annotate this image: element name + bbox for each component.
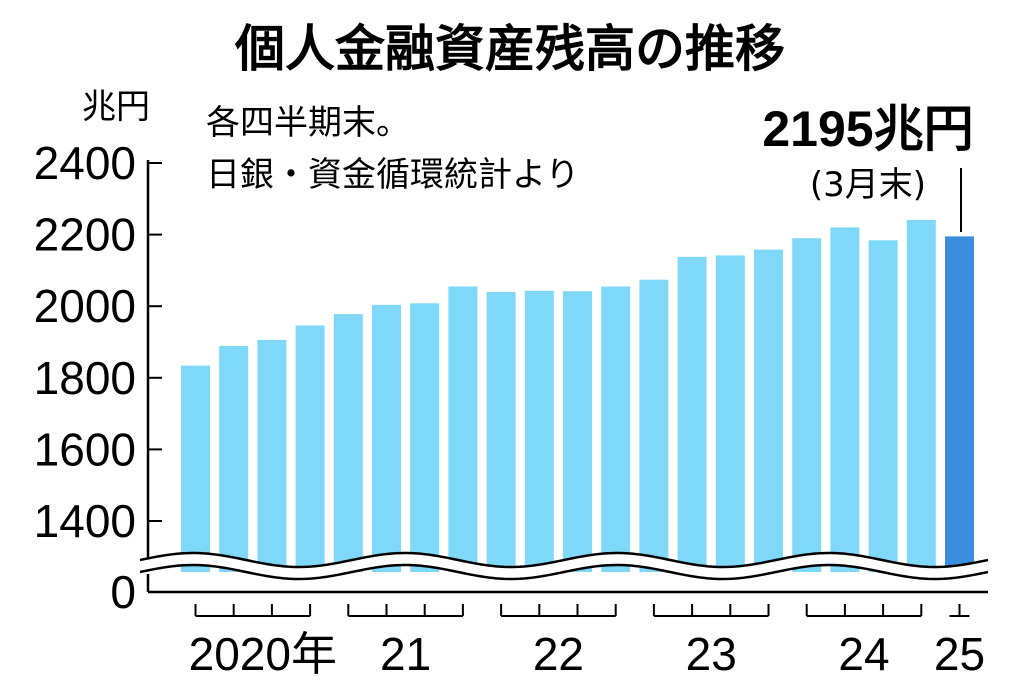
annotation-date: (3月末) [810, 165, 926, 205]
bar [563, 291, 592, 572]
y-tick-label: 2400 [34, 137, 136, 189]
chart-title: 個人金融資産残高の推移 [234, 20, 785, 78]
bar [257, 339, 287, 572]
y-axis: 2400 2200 2000 1800 1600 1400 0 [34, 137, 162, 618]
axes [146, 160, 988, 594]
note-line-2: 日銀・資金循環統計より [206, 155, 579, 195]
bar [524, 290, 554, 572]
bar [677, 256, 707, 572]
bar [754, 249, 783, 572]
bar [372, 304, 401, 572]
bar [181, 365, 210, 572]
bar [448, 286, 478, 572]
x-year-label: 25 [934, 628, 985, 680]
bar [639, 279, 669, 572]
bar [830, 227, 860, 572]
y-tick-label: 2200 [34, 209, 136, 261]
x-year-label: 23 [686, 628, 737, 680]
annotation-value: 2195兆円 [762, 101, 973, 157]
axis-break [139, 551, 989, 581]
bar [410, 303, 440, 572]
break-line [139, 563, 989, 581]
x-year-label: 21 [380, 628, 431, 680]
bar [486, 291, 516, 572]
break-band [140, 553, 988, 579]
bar [333, 314, 363, 572]
bar [906, 219, 936, 572]
bar [219, 345, 249, 572]
y-tick-label: 1400 [34, 495, 136, 547]
break-line [139, 551, 989, 569]
y-tick-label: 1600 [34, 423, 136, 475]
y-tick-label: 0 [110, 566, 136, 618]
bar [945, 236, 974, 572]
x-axis-labels: 2020年 21 22 23 24 25 [189, 604, 985, 680]
bars [181, 219, 974, 573]
bar [295, 325, 325, 572]
y-tick-label: 2000 [34, 280, 136, 332]
bar [792, 238, 822, 572]
bar [601, 286, 631, 572]
y-tick-label: 1800 [34, 352, 136, 404]
x-year-label: 22 [533, 628, 584, 680]
x-year-label: 24 [838, 628, 889, 680]
bar [868, 240, 898, 573]
note-line-1: 各四半期末。 [206, 103, 410, 143]
y-axis-unit: 兆円 [82, 87, 150, 127]
bar [715, 255, 745, 572]
x-year-label: 2020年 [189, 628, 337, 680]
